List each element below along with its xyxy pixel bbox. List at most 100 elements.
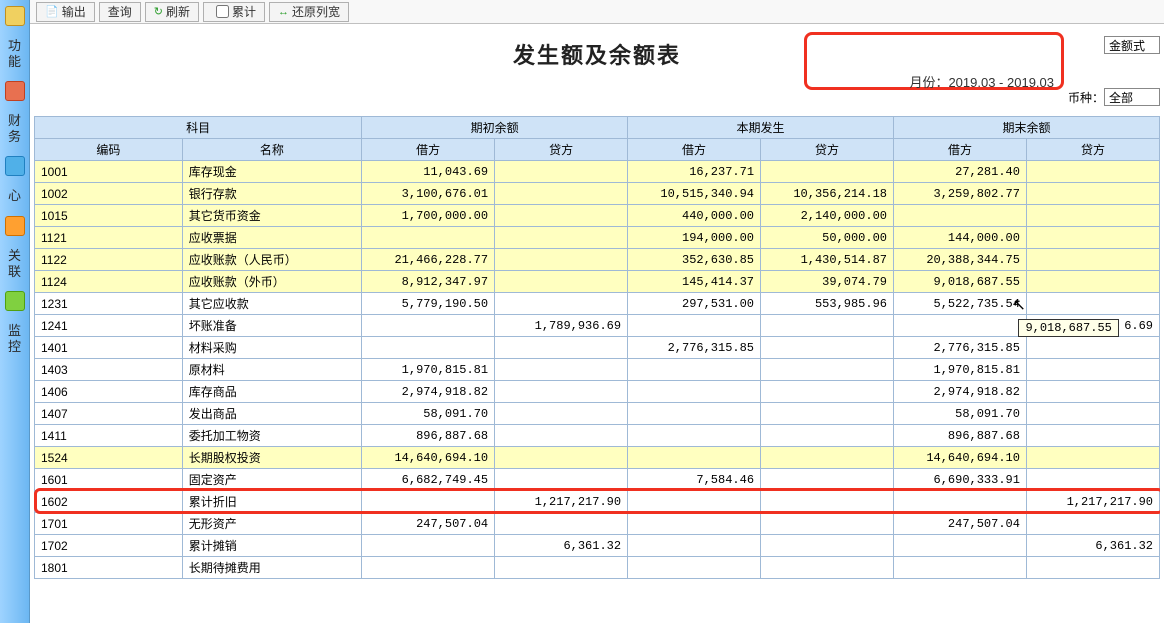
restore-button[interactable]: ↔还原列宽 [269, 2, 349, 22]
cell-amount[interactable] [628, 403, 761, 425]
cell-name[interactable]: 固定资产 [182, 469, 361, 491]
sidebar-icon-3[interactable] [5, 156, 25, 176]
table-row[interactable]: 1015其它货币资金1,700,000.00440,000.002,140,00… [35, 205, 1160, 227]
cell-amount[interactable] [1026, 205, 1159, 227]
table-row[interactable]: 1602累计折旧1,217,217.901,217,217.90 [35, 491, 1160, 513]
cell-amount[interactable]: 5,779,190.50 [362, 293, 495, 315]
cell-amount[interactable] [495, 381, 628, 403]
cell-code[interactable]: 1801 [35, 557, 183, 579]
cell-code[interactable]: 1411 [35, 425, 183, 447]
table-row[interactable]: 1701无形资产247,507.04247,507.04 [35, 513, 1160, 535]
refresh-button[interactable]: ↻刷新 [145, 2, 199, 22]
cell-amount[interactable]: 352,630.85 [628, 249, 761, 271]
cell-amount[interactable] [1026, 557, 1159, 579]
cell-amount[interactable] [495, 425, 628, 447]
cell-amount[interactable]: 7,584.46 [628, 469, 761, 491]
cell-amount[interactable]: 6,682,749.45 [362, 469, 495, 491]
table-row[interactable]: 1524长期股权投资14,640,694.1014,640,694.10 [35, 447, 1160, 469]
cell-name[interactable]: 坏账准备 [182, 315, 361, 337]
cell-amount[interactable]: 1,970,815.81 [893, 359, 1026, 381]
cell-name[interactable]: 长期待摊费用 [182, 557, 361, 579]
cell-amount[interactable]: 58,091.70 [893, 403, 1026, 425]
cell-amount[interactable]: 194,000.00 [628, 227, 761, 249]
cell-amount[interactable] [761, 447, 894, 469]
cell-amount[interactable]: 440,000.00 [628, 205, 761, 227]
cell-amount[interactable]: 21,466,228.77 [362, 249, 495, 271]
cell-code[interactable]: 1002 [35, 183, 183, 205]
cell-amount[interactable]: 1,217,217.90 [495, 491, 628, 513]
cell-amount[interactable] [495, 557, 628, 579]
table-row[interactable]: 1001库存现金11,043.6916,237.7127,281.40 [35, 161, 1160, 183]
table-row[interactable]: 1241坏账准备1,789,936.696.69 [35, 315, 1160, 337]
cell-amount[interactable]: 20,388,344.75 [893, 249, 1026, 271]
cell-amount[interactable]: 5,522,735.54 [893, 293, 1026, 315]
cell-amount[interactable] [761, 337, 894, 359]
cell-name[interactable]: 应收票据 [182, 227, 361, 249]
table-row[interactable]: 1411委托加工物资896,887.68896,887.68 [35, 425, 1160, 447]
cell-code[interactable]: 1701 [35, 513, 183, 535]
cell-name[interactable]: 应收账款（人民币） [182, 249, 361, 271]
cell-amount[interactable] [628, 491, 761, 513]
cell-amount[interactable] [761, 491, 894, 513]
cell-amount[interactable]: 553,985.96 [761, 293, 894, 315]
amount-mode-input[interactable] [1104, 36, 1160, 54]
cell-amount[interactable] [761, 425, 894, 447]
export-button[interactable]: 📄输出 [36, 2, 95, 22]
table-row[interactable]: 1702累计摊销6,361.326,361.32 [35, 535, 1160, 557]
cell-amount[interactable] [761, 557, 894, 579]
cell-amount[interactable]: 145,414.37 [628, 271, 761, 293]
cell-amount[interactable] [628, 447, 761, 469]
cell-amount[interactable]: 2,776,315.85 [628, 337, 761, 359]
cell-amount[interactable]: 247,507.04 [893, 513, 1026, 535]
cell-name[interactable]: 原材料 [182, 359, 361, 381]
cell-amount[interactable] [761, 403, 894, 425]
cell-amount[interactable]: 2,974,918.82 [362, 381, 495, 403]
cell-amount[interactable] [761, 315, 894, 337]
cell-amount[interactable] [628, 359, 761, 381]
cell-amount[interactable]: 2,140,000.00 [761, 205, 894, 227]
table-row[interactable]: 1403原材料1,970,815.811,970,815.81 [35, 359, 1160, 381]
cell-code[interactable]: 1401 [35, 337, 183, 359]
cell-amount[interactable]: 14,640,694.10 [893, 447, 1026, 469]
cell-amount[interactable] [495, 161, 628, 183]
cell-amount[interactable] [495, 513, 628, 535]
cell-amount[interactable] [495, 403, 628, 425]
cell-amount[interactable]: 8,912,347.97 [362, 271, 495, 293]
cell-amount[interactable]: 297,531.00 [628, 293, 761, 315]
cell-code[interactable]: 1524 [35, 447, 183, 469]
cell-amount[interactable]: 9,018,687.55 [893, 271, 1026, 293]
cell-amount[interactable] [362, 557, 495, 579]
cell-amount[interactable] [1026, 425, 1159, 447]
cell-amount[interactable] [1026, 381, 1159, 403]
cell-amount[interactable] [761, 469, 894, 491]
cell-amount[interactable] [1026, 469, 1159, 491]
sidebar-tab-link[interactable]: 关联 [3, 242, 27, 285]
cell-amount[interactable]: 10,515,340.94 [628, 183, 761, 205]
cell-code[interactable]: 1403 [35, 359, 183, 381]
cell-amount[interactable] [362, 491, 495, 513]
query-button[interactable]: 查询 [99, 2, 141, 22]
sidebar-icon-4[interactable] [5, 216, 25, 236]
cell-amount[interactable] [1026, 337, 1159, 359]
currency-input[interactable] [1104, 88, 1160, 106]
cell-amount[interactable] [1026, 447, 1159, 469]
cell-code[interactable]: 1015 [35, 205, 183, 227]
cell-name[interactable]: 其它货币资金 [182, 205, 361, 227]
cell-amount[interactable]: 27,281.40 [893, 161, 1026, 183]
cell-amount[interactable] [362, 315, 495, 337]
cell-amount[interactable]: 3,100,676.01 [362, 183, 495, 205]
cell-amount[interactable] [362, 337, 495, 359]
cell-code[interactable]: 1241 [35, 315, 183, 337]
cell-name[interactable]: 累计折旧 [182, 491, 361, 513]
cell-amount[interactable] [1026, 403, 1159, 425]
cell-amount[interactable] [495, 469, 628, 491]
cell-amount[interactable]: 14,640,694.10 [362, 447, 495, 469]
cell-amount[interactable] [1026, 249, 1159, 271]
sidebar-tab-finance[interactable]: 财务 [3, 107, 27, 150]
cell-amount[interactable] [628, 381, 761, 403]
cell-amount[interactable] [628, 513, 761, 535]
cell-name[interactable]: 无形资产 [182, 513, 361, 535]
cell-amount[interactable] [1026, 161, 1159, 183]
cell-amount[interactable] [893, 205, 1026, 227]
table-row[interactable]: 1002银行存款3,100,676.0110,515,340.9410,356,… [35, 183, 1160, 205]
